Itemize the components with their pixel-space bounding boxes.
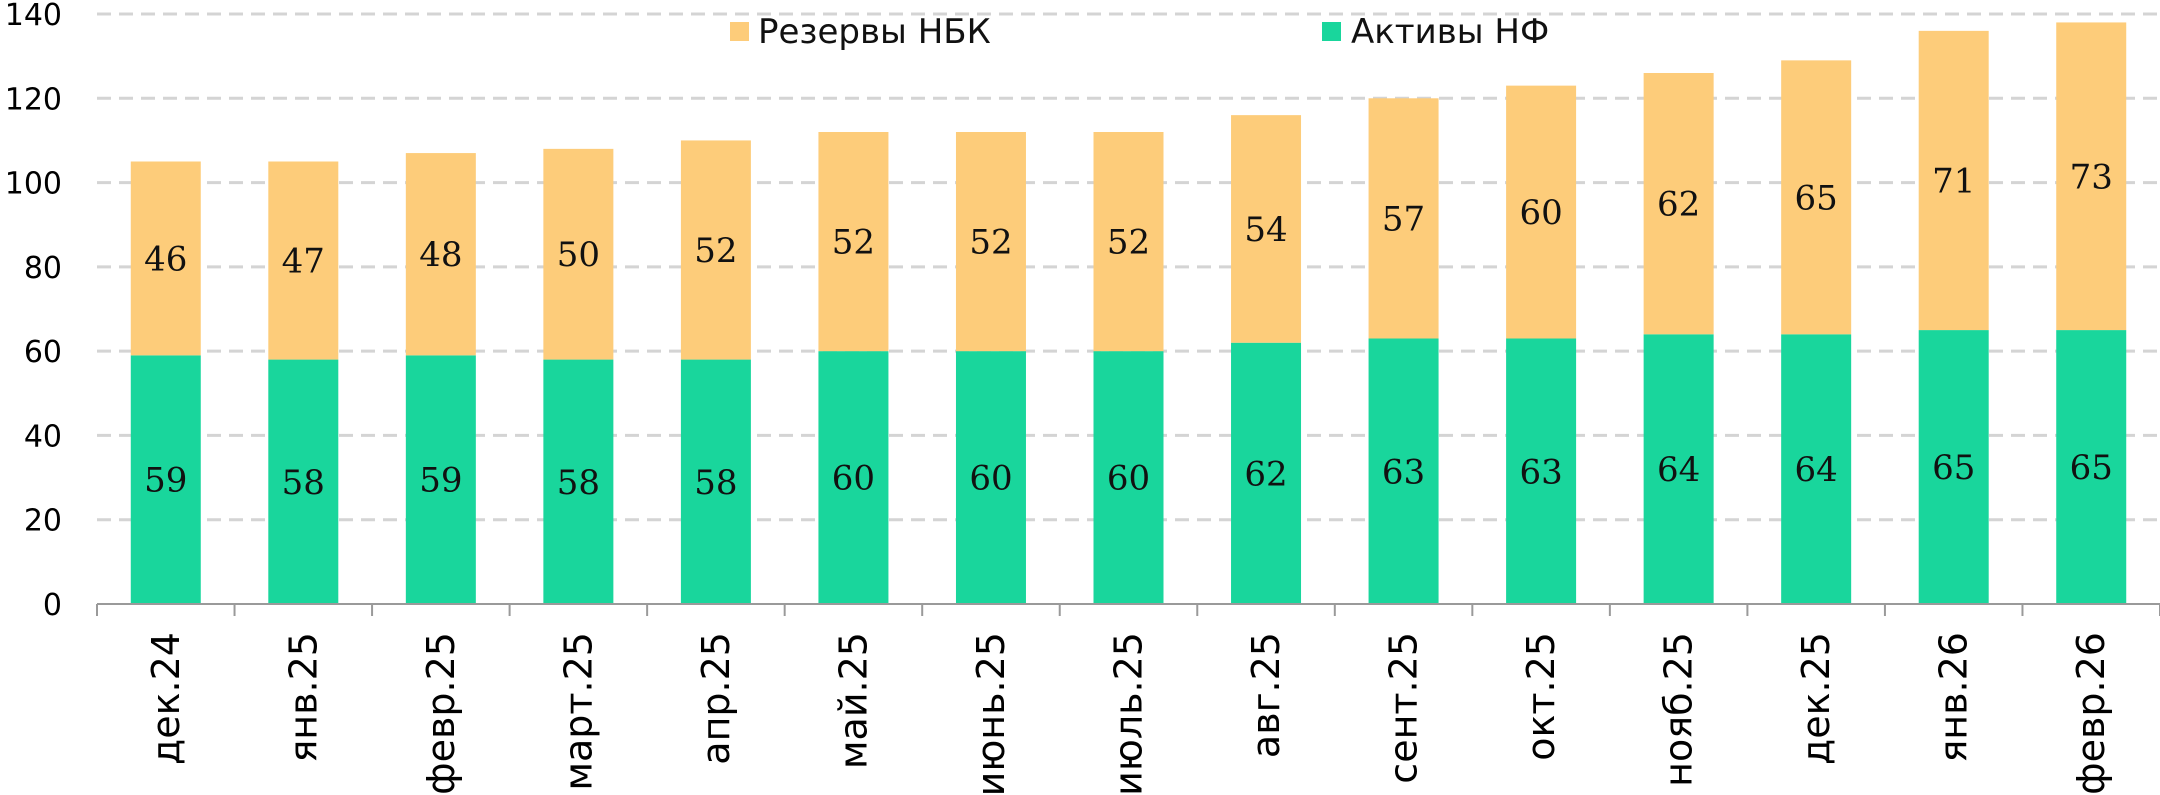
bar-segment-active-nf <box>268 359 339 604</box>
bar-segment-active-nf <box>1918 330 1989 604</box>
bar-segment-reserves-nbk <box>1506 85 1577 339</box>
data-label-active-nf: 59 <box>419 461 462 501</box>
data-label-reserves-nbk: 65 <box>1795 178 1838 218</box>
y-tick-label: 120 <box>5 82 62 117</box>
data-label-active-nf: 58 <box>282 463 325 503</box>
bar-segment-reserves-nbk <box>1093 132 1164 352</box>
x-tick-label: окт.25 <box>1519 632 1563 761</box>
bar-segment-active-nf <box>680 359 751 604</box>
data-label-reserves-nbk: 52 <box>1107 223 1150 263</box>
x-axis-ticks: дек.24 янв.25 февр.25 март.25 апр.25 май.25 ию… <box>144 632 2113 795</box>
y-tick-label: 80 <box>24 251 62 286</box>
data-label-reserves-nbk: 46 <box>144 239 187 279</box>
axes <box>96 603 2160 616</box>
data-label-active-nf: 59 <box>144 461 187 501</box>
bar-segment-active-nf <box>818 351 889 604</box>
y-tick-label: 60 <box>24 335 62 370</box>
bar-segment-reserves-nbk <box>955 132 1026 352</box>
bar-segment-active-nf <box>1643 334 1714 604</box>
y-tick-label: 40 <box>24 419 62 454</box>
data-label-reserves-nbk: 52 <box>694 231 737 271</box>
bar-segment-active-nf <box>1093 351 1164 604</box>
x-tick-label: февр.25 <box>419 632 463 795</box>
bar-segment-active-nf <box>1231 342 1302 604</box>
bar-segment-reserves-nbk <box>2056 22 2127 331</box>
legend-swatch <box>1322 22 1341 41</box>
y-axis-ticks: 0 20 40 60 80 100 120 140 <box>5 0 62 623</box>
bar-segment-active-nf <box>1368 338 1439 604</box>
x-tick-label: сент.25 <box>1382 632 1426 784</box>
data-label-active-nf: 63 <box>1519 452 1562 492</box>
data-label-reserves-nbk: 48 <box>419 235 462 275</box>
data-label-active-nf: 58 <box>694 463 737 503</box>
y-tick-label: 100 <box>5 167 62 202</box>
data-label-reserves-nbk: 71 <box>1932 161 1975 201</box>
bar-segment-active-nf <box>543 359 614 604</box>
bar-segment-active-nf <box>955 351 1026 604</box>
y-tick-label: 140 <box>5 0 62 33</box>
x-tick-label: февр.26 <box>2069 632 2113 795</box>
data-label-reserves-nbk: 57 <box>1382 199 1425 239</box>
bar-segment-reserves-nbk <box>268 161 339 360</box>
x-tick-label: июнь.25 <box>969 632 1013 795</box>
bar-segment-reserves-nbk <box>1918 30 1989 331</box>
data-label-reserves-nbk: 62 <box>1657 185 1700 225</box>
data-label-reserves-nbk: 47 <box>282 242 325 282</box>
x-tick-label: янв.26 <box>1932 632 1976 763</box>
x-tick-label: июль.25 <box>1107 632 1151 795</box>
data-label-reserves-nbk: 52 <box>832 223 875 263</box>
data-label-reserves-nbk: 54 <box>1244 210 1287 250</box>
data-label-reserves-nbk: 52 <box>969 223 1012 263</box>
bar-segment-active-nf <box>2056 330 2127 604</box>
x-tick-label: март.25 <box>556 632 600 791</box>
data-label-reserves-nbk: 50 <box>557 235 600 275</box>
bar-segment-reserves-nbk <box>405 153 476 356</box>
data-labels: 59 46 58 47 59 48 58 50 58 52 60 52 60 52 60 52 62 54 63 57… <box>144 157 2113 503</box>
data-label-active-nf: 62 <box>1244 454 1287 494</box>
bar-segment-reserves-nbk <box>130 161 201 356</box>
data-label-active-nf: 58 <box>557 463 600 503</box>
data-label-active-nf: 63 <box>1382 452 1425 492</box>
data-label-active-nf: 65 <box>1932 448 1975 488</box>
bar-segment-active-nf <box>1506 338 1577 604</box>
legend-label: Активы НФ <box>1351 12 1549 52</box>
x-tick-label: дек.24 <box>144 632 188 765</box>
x-tick-label: май.25 <box>831 632 875 769</box>
data-label-active-nf: 60 <box>1107 459 1150 499</box>
data-label-reserves-nbk: 60 <box>1519 193 1562 233</box>
bar-segment-active-nf <box>1781 334 1852 604</box>
data-label-active-nf: 60 <box>832 459 875 499</box>
bar-segment-reserves-nbk <box>818 132 889 352</box>
legend: Резервы НБК Активы НФ <box>730 12 1549 52</box>
legend-swatch <box>730 22 749 41</box>
x-tick-label: апр.25 <box>694 632 738 765</box>
bar-segment-reserves-nbk <box>680 140 751 360</box>
x-tick-label: авг.25 <box>1244 632 1288 758</box>
bar-segment-reserves-nbk <box>1643 73 1714 335</box>
data-label-active-nf: 65 <box>2070 448 2113 488</box>
bar-segment-active-nf <box>405 355 476 604</box>
x-tick-label: янв.25 <box>281 632 325 763</box>
data-label-reserves-nbk: 73 <box>2070 157 2113 197</box>
data-label-active-nf: 64 <box>1795 450 1838 490</box>
y-tick-label: 0 <box>43 588 62 623</box>
y-tick-label: 20 <box>24 504 62 539</box>
x-tick-label: нояб.25 <box>1657 632 1701 787</box>
data-label-active-nf: 60 <box>969 459 1012 499</box>
bar-segment-reserves-nbk <box>1368 98 1439 339</box>
bar-segment-active-nf <box>130 355 201 604</box>
legend-label: Резервы НБК <box>758 12 991 52</box>
x-tick-label: дек.25 <box>1794 632 1838 765</box>
bars <box>130 22 2127 604</box>
bar-segment-reserves-nbk <box>543 148 614 360</box>
bar-segment-reserves-nbk <box>1231 115 1302 343</box>
bar-segment-reserves-nbk <box>1781 60 1852 335</box>
data-label-active-nf: 64 <box>1657 450 1700 490</box>
